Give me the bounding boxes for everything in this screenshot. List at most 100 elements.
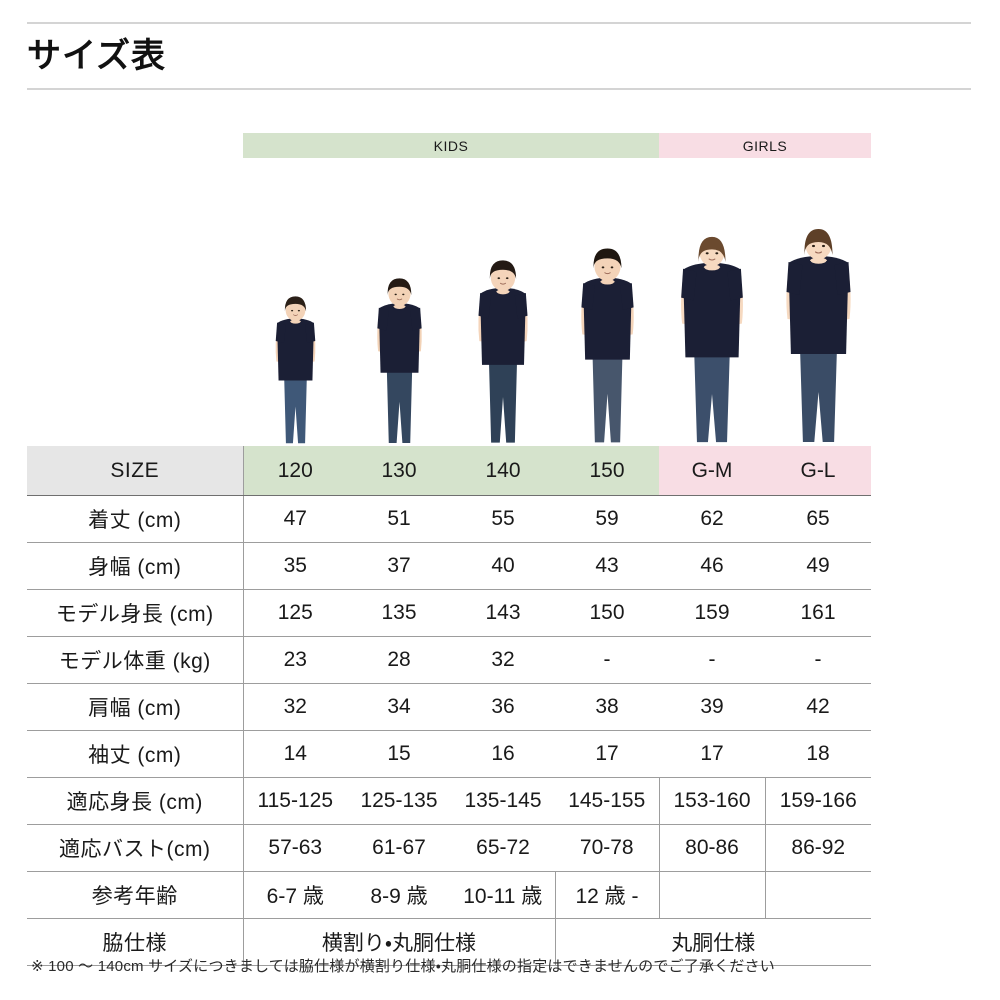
cell-140: 32 bbox=[451, 636, 555, 684]
model-figure-g-l bbox=[768, 226, 869, 446]
row-label: 適応バスト(cm) bbox=[27, 824, 244, 872]
header-size-gl: G-L bbox=[765, 446, 871, 496]
cell-130: 15 bbox=[347, 730, 451, 778]
model-illustration bbox=[785, 229, 851, 442]
cell-g-m: 46 bbox=[659, 542, 765, 590]
cell-g-l: 159-166 bbox=[764, 777, 871, 825]
cell-140: 55 bbox=[451, 495, 555, 543]
cell-130: 28 bbox=[347, 636, 451, 684]
row-label: 参考年齢 bbox=[27, 871, 244, 919]
cell-g-l: 42 bbox=[765, 683, 871, 731]
category-label-girls: GIRLS bbox=[659, 133, 871, 158]
table-row: 肩幅 (cm) 32 34 36 38 39 42 bbox=[27, 683, 871, 731]
model-figure-130 bbox=[361, 278, 438, 446]
row-label: モデル身長 (cm) bbox=[27, 589, 244, 637]
cell-150: 145-155 bbox=[555, 777, 659, 825]
cell-140: 65-72 bbox=[451, 824, 555, 872]
cell-g-m: 159 bbox=[659, 589, 765, 637]
cell-140: 135-145 bbox=[451, 777, 555, 825]
cell-g-m: 39 bbox=[659, 683, 765, 731]
cell-140: 143 bbox=[451, 589, 555, 637]
footnote-text: ※ 100 〜 140cm サイズにつきましては脇仕様が横割り仕様・丸胴仕様の指… bbox=[31, 958, 775, 975]
cell-g-l: - bbox=[765, 636, 871, 684]
cell-g-l: 86-92 bbox=[764, 824, 871, 872]
table-row: 適応身長 (cm) 115-125 125-135 135-145 145-155 153… bbox=[27, 777, 871, 825]
model-figure-g-m bbox=[663, 234, 761, 446]
table-row: 適応バスト(cm) 57-63 61-67 65-72 70-78 80-86 86-92 bbox=[27, 824, 871, 872]
row-label: 袖丈 (cm) bbox=[27, 730, 244, 778]
cell-g-l: 49 bbox=[765, 542, 871, 590]
cell-120: 115-125 bbox=[243, 777, 347, 825]
cell-g-l bbox=[764, 871, 871, 919]
category-band: KIDS GIRLS bbox=[243, 133, 871, 158]
header-size-gm: G-M bbox=[659, 446, 765, 496]
table-body: 着丈 (cm) 47 51 55 59 62 65 身幅 (cm) 35 37 40 43 46 49 モデ… bbox=[27, 495, 871, 966]
cell-g-m: 62 bbox=[659, 495, 765, 543]
model-illustration bbox=[681, 236, 743, 443]
cell-150: 38 bbox=[555, 683, 659, 731]
table-row: モデル体重 (kg) 23 28 32- - - bbox=[27, 636, 871, 684]
cell-140: 40 bbox=[451, 542, 555, 590]
cell-g-l: 18 bbox=[765, 730, 871, 778]
spec-cell-kids: 横割り・丸胴仕様 bbox=[243, 918, 555, 966]
cell-130: 125-135 bbox=[347, 777, 451, 825]
model-illustration bbox=[376, 278, 422, 443]
cell-130: 34 bbox=[347, 683, 451, 731]
cell-130: 61-67 bbox=[347, 824, 451, 872]
model-figures-strip bbox=[243, 205, 871, 446]
cell-g-l: 65 bbox=[765, 495, 871, 543]
model-figure-140 bbox=[460, 260, 546, 446]
cell-130: 8-9 歳 bbox=[347, 871, 451, 919]
cell-g-m bbox=[658, 871, 765, 919]
cell-120: 57-63 bbox=[243, 824, 347, 872]
row-label: モデル体重 (kg) bbox=[27, 636, 244, 684]
table-row: モデル身長 (cm) 125 135 143 150 159 161 bbox=[27, 589, 871, 637]
cell-140: 36 bbox=[451, 683, 555, 731]
cell-120: 14 bbox=[243, 730, 347, 778]
cell-140: 10-11 歳 bbox=[451, 871, 555, 919]
cell-150: 150 bbox=[555, 589, 659, 637]
row-label: 適応身長 (cm) bbox=[27, 777, 244, 825]
spec-cell-girls: 丸胴仕様 bbox=[554, 918, 871, 966]
category-label-kids: KIDS bbox=[243, 133, 659, 158]
header-size-150: 150 bbox=[555, 446, 659, 496]
cell-120: 125 bbox=[243, 589, 347, 637]
table-row: 身幅 (cm) 35 37 40 43 46 49 bbox=[27, 542, 871, 590]
cell-g-l: 161 bbox=[765, 589, 871, 637]
model-figure-150 bbox=[562, 248, 653, 446]
model-illustration bbox=[275, 296, 315, 444]
row-label: 着丈 (cm) bbox=[27, 495, 244, 543]
cell-g-m: - bbox=[659, 636, 765, 684]
cell-120: 23 bbox=[243, 636, 347, 684]
cell-120: 47 bbox=[243, 495, 347, 543]
title-block: サイズ表 bbox=[27, 22, 971, 90]
cell-130: 135 bbox=[347, 589, 451, 637]
cell-150: 12 歳 - bbox=[554, 871, 659, 919]
table-row: 袖丈 (cm) 14 15 16 17 17 18 bbox=[27, 730, 871, 778]
cell-120: 6-7 歳 bbox=[243, 871, 347, 919]
model-illustration bbox=[478, 260, 528, 443]
cell-g-m: 17 bbox=[659, 730, 765, 778]
cell-150: 59 bbox=[555, 495, 659, 543]
cell-150: 43 bbox=[555, 542, 659, 590]
row-label: 肩幅 (cm) bbox=[27, 683, 244, 731]
cell-130: 37 bbox=[347, 542, 451, 590]
cell-150: - bbox=[555, 636, 659, 684]
model-illustration bbox=[580, 248, 634, 443]
header-size-140: 140 bbox=[451, 446, 555, 496]
cell-120: 32 bbox=[243, 683, 347, 731]
model-figure-120 bbox=[261, 296, 330, 446]
cell-150: 70-78 bbox=[555, 824, 659, 872]
cell-130: 51 bbox=[347, 495, 451, 543]
row-label: 脇仕様 bbox=[27, 918, 244, 966]
size-chart-table: SIZE 120 130 140 150 G-M G-L 着丈 (cm) 47 51… bbox=[27, 446, 871, 966]
page-title: サイズ表 bbox=[27, 37, 166, 75]
cell-150: 17 bbox=[555, 730, 659, 778]
cell-g-m: 153-160 bbox=[658, 777, 765, 825]
table-row: 参考年齢 6-7 歳 8-9 歳 10-11 歳 12 歳 - bbox=[27, 871, 871, 919]
header-size-label: SIZE bbox=[27, 446, 244, 496]
header-size-120: 120 bbox=[243, 446, 347, 496]
table-row: 着丈 (cm) 47 51 55 59 62 65 bbox=[27, 495, 871, 543]
cell-140: 16 bbox=[451, 730, 555, 778]
table-row-spec: 脇仕様 横割り・丸胴仕様 丸胴仕様 bbox=[27, 918, 871, 966]
